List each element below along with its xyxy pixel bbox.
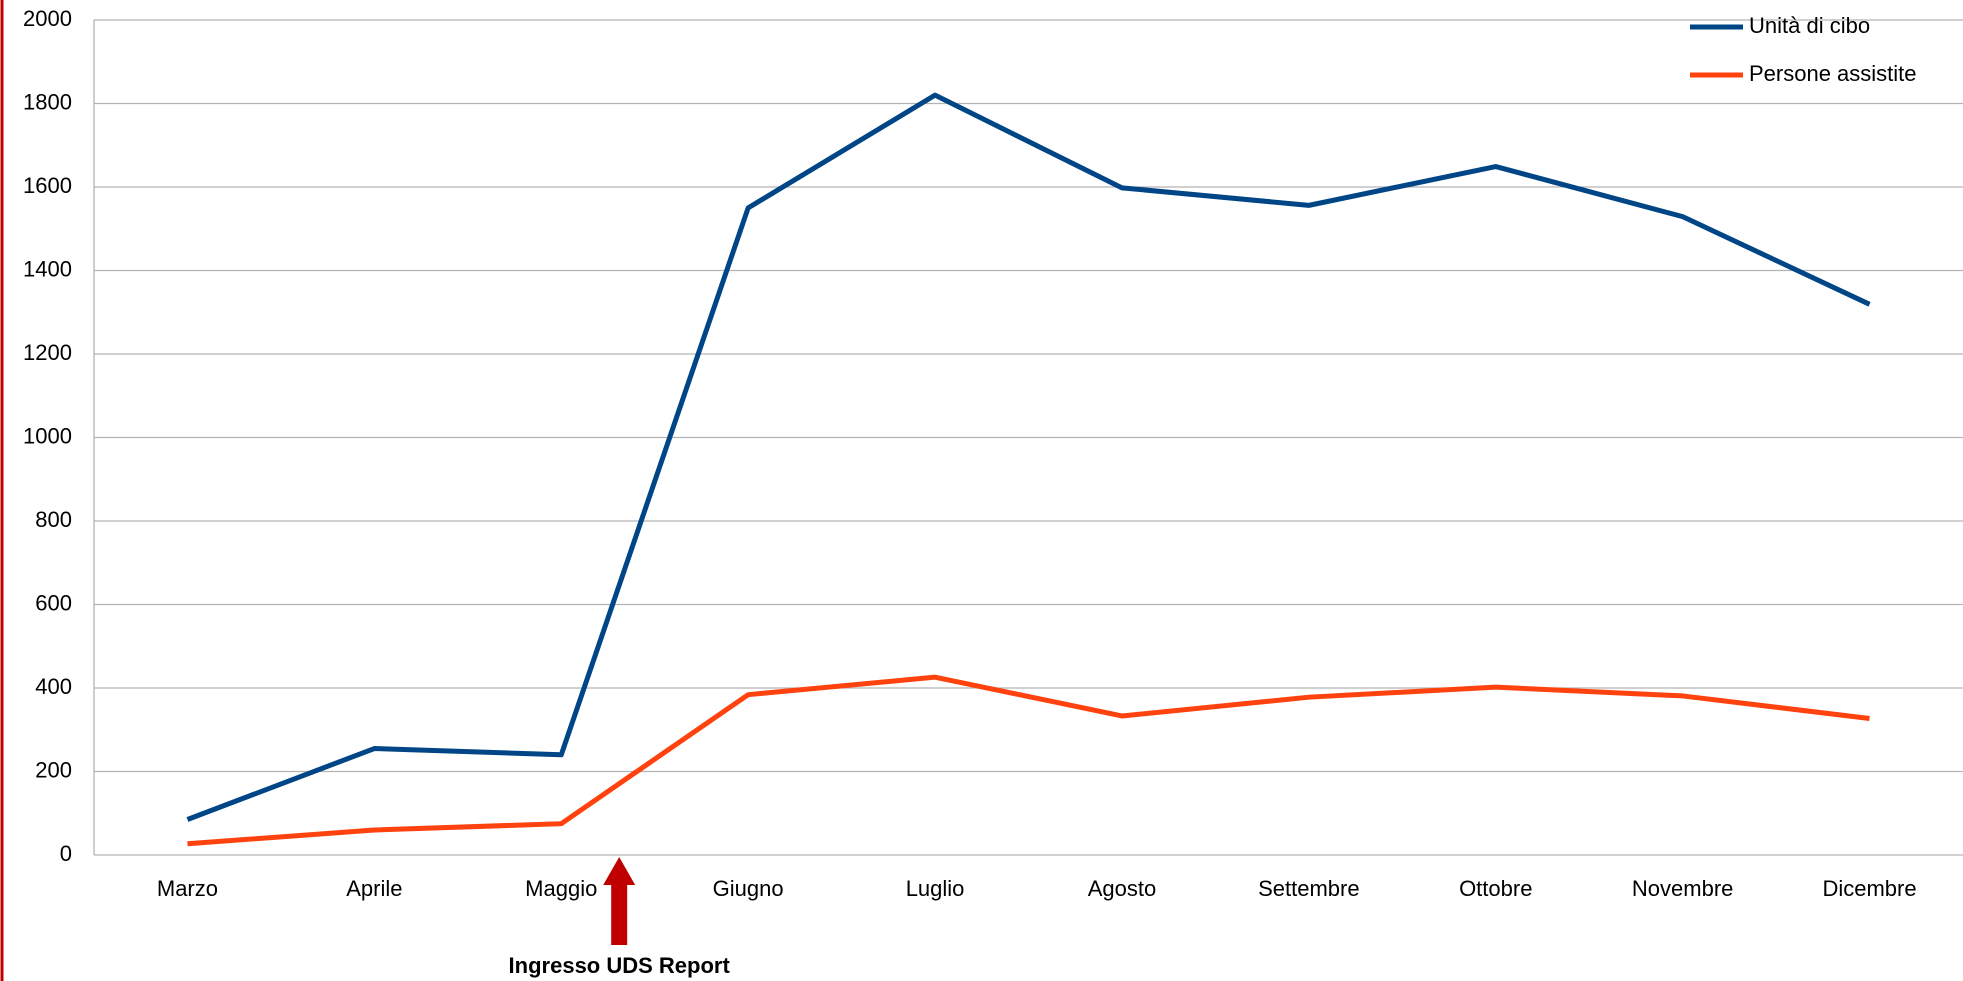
x-tick-label: Dicembre [1822, 876, 1916, 901]
x-tick-label: Luglio [906, 876, 965, 901]
x-tick-label: Aprile [346, 876, 402, 901]
y-tick-label: 200 [35, 757, 72, 782]
arrow-head [603, 857, 636, 885]
y-tick-label: 1600 [23, 173, 72, 198]
y-tick-label: 600 [35, 590, 72, 615]
x-tick-label: Marzo [157, 876, 218, 901]
y-tick-label: 0 [60, 841, 72, 866]
legend-label: Unità di cibo [1749, 13, 1870, 38]
y-tick-label: 1800 [23, 89, 72, 114]
y-tick-label: 1200 [23, 340, 72, 365]
legend-label: Persone assistite [1749, 61, 1917, 86]
series-line [187, 674, 1870, 847]
y-tick-label: 1000 [23, 423, 72, 448]
x-tick-label: Ottobre [1459, 876, 1532, 901]
x-tick-label: Maggio [525, 876, 597, 901]
series-line [186, 92, 1871, 822]
x-tick-label: Giugno [713, 876, 784, 901]
y-tick-label: 1400 [23, 256, 72, 281]
x-tick-label: Settembre [1258, 876, 1360, 901]
annotation: Ingresso UDS Report [509, 953, 731, 978]
y-tick-label: 2000 [23, 6, 72, 31]
y-tick-label: 800 [35, 507, 72, 532]
x-tick-label: Agosto [1088, 876, 1157, 901]
arrow-shaft [611, 883, 628, 945]
y-tick-label: 400 [35, 674, 72, 699]
x-tick-label: Novembre [1632, 876, 1733, 901]
